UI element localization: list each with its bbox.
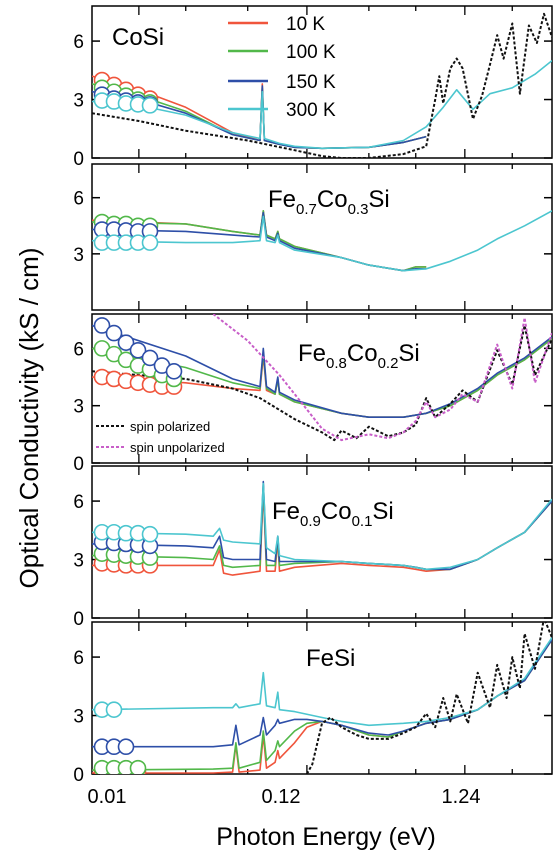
series-line-10-k: [92, 75, 427, 150]
y-tick-label: 0: [73, 454, 84, 475]
panel-frame: [91, 163, 553, 311]
panel-title-fesi: FeSi: [306, 645, 355, 672]
series-line-300-k: [92, 59, 552, 150]
y-tick-label: 3: [73, 91, 84, 112]
panel-title-fe07co03si: Fe0.7Co0.3Si: [268, 186, 390, 218]
extrapolation-marker-100-k: [129, 759, 147, 774]
series-line-300-k: [92, 210, 552, 272]
y-tick-label: 0: [73, 609, 84, 630]
panel-fesi: 0 3 6: [73, 621, 553, 786]
series-line-spin-polarized: [306, 622, 552, 774]
extrapolation-marker-150-k: [117, 738, 135, 756]
temperature-legend: 10 K 100 K 150 K 300 K: [228, 14, 336, 121]
y-tick-label: 3: [73, 397, 84, 418]
panel-plot-area: [92, 480, 552, 576]
series-line-spin-unpolarized: [212, 314, 552, 442]
extrapolation-marker-150-k: [117, 334, 135, 351]
panel-fe0-8co0-2si: 0 3 6: [73, 313, 553, 475]
panel-plot-area: [92, 210, 552, 272]
legend-label-300k: 300 K: [286, 100, 336, 121]
extrapolation-marker-150-k: [165, 363, 183, 380]
extrapolation-marker-150-k: [129, 341, 147, 359]
x-tick-label-2: 1.24: [442, 786, 481, 808]
panel-title-cosi: CoSi: [112, 24, 164, 51]
legend-label-150k: 150 K: [286, 72, 336, 93]
y-tick-label: 3: [73, 707, 84, 728]
panel-frame: [91, 621, 553, 775]
x-tick-label-0: 0.01: [88, 786, 127, 808]
series-line-300-k: [92, 637, 552, 727]
panel-plot-area: [92, 12, 552, 158]
y-tick-label: 0: [73, 149, 84, 170]
legend-label-spin-polarized: spin polarized: [130, 419, 210, 434]
series-line-150-k: [92, 480, 552, 571]
y-tick-label: 6: [73, 339, 84, 360]
y-tick-label: 6: [73, 32, 84, 53]
series-line-100-k: [92, 338, 552, 418]
theory-legend: spin polarized spin unpolarized: [96, 419, 225, 455]
legend-label-spin-unpolarized: spin unpolarized: [130, 440, 225, 455]
legend-label-10k: 10 K: [286, 14, 325, 35]
extrapolation-marker-300-k: [141, 234, 159, 251]
extrapolation-marker-300-k: [141, 97, 159, 114]
x-axis-label: Photon Energy (eV): [216, 823, 436, 851]
series-line-150-k: [92, 324, 552, 418]
series-line-300-k: [92, 482, 552, 571]
extrapolation-marker-150-k: [93, 317, 111, 334]
legend-label-100k: 100 K: [286, 42, 336, 63]
panel-plot-area: [92, 622, 552, 774]
panel-fe0-7co0-3si: 36: [73, 163, 553, 311]
y-axis-label: Optical Conductivity (kS / cm): [14, 248, 44, 589]
y-tick-label: 6: [73, 189, 84, 210]
series-line-spin-polarized: [92, 12, 552, 158]
extrapolation-marker-150-k: [141, 349, 159, 367]
panel-frame: [91, 313, 553, 464]
panel-title-fe09co01si: Fe0.9Co0.1Si: [272, 498, 394, 530]
panel-plot-area: [92, 314, 552, 442]
panel-frame: [91, 5, 553, 159]
extrapolation-marker-300-k: [105, 701, 123, 718]
series-line-150-k: [92, 639, 552, 748]
y-tick-label: 3: [73, 245, 84, 266]
extrapolation-marker-300-k: [141, 525, 159, 543]
y-tick-label: 6: [73, 492, 84, 513]
y-tick-label: 6: [73, 648, 84, 669]
extrapolation-marker-150-k: [105, 324, 123, 342]
y-tick-label: 3: [73, 551, 84, 572]
panel-cosi: 0 3 6: [73, 5, 553, 170]
y-tick-label: 0: [73, 765, 84, 786]
panel-frame: [91, 465, 553, 619]
panel-fe0-9co0-1si: 0 3 6: [73, 465, 553, 630]
panel-title-fe08co02si: Fe0.8Co0.2Si: [298, 340, 420, 372]
x-tick-label-1: 0.12: [262, 786, 301, 808]
